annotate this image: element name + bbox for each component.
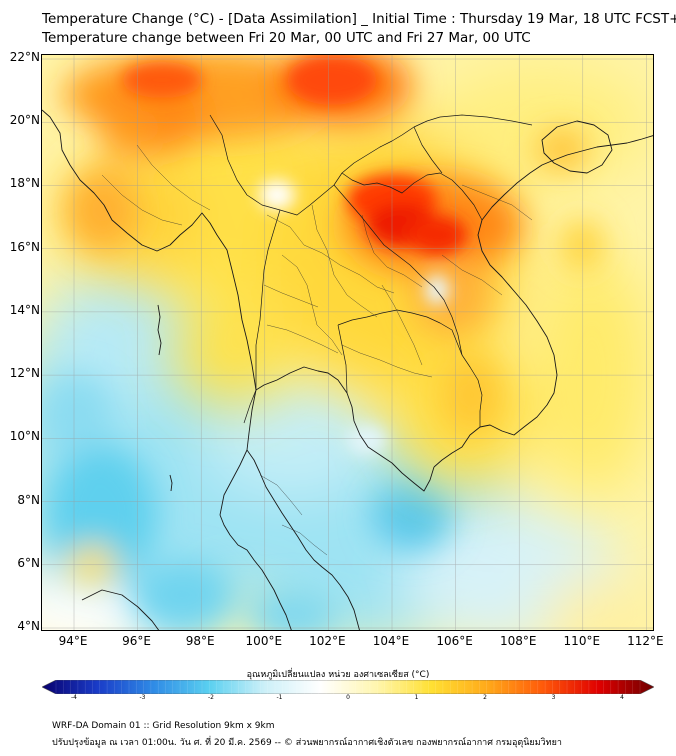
colorbar-tick-label: 4: [620, 694, 624, 701]
lat-label: 14°N: [9, 302, 40, 317]
lat-label: 16°N: [9, 239, 40, 254]
province-lines: [101, 144, 533, 556]
colorbar-tick-label: 2: [483, 694, 487, 701]
colorbar: [42, 680, 654, 694]
temperature-change-map: [41, 54, 654, 631]
lon-label: 96°E: [122, 634, 152, 648]
map-subtitle: Temperature change between Fri 20 Mar, 0…: [42, 30, 531, 46]
lon-label: 112°E: [627, 634, 664, 648]
lon-label: 104°E: [372, 634, 410, 648]
colorbar-fill: [42, 680, 654, 694]
colorbar-tick-label: -3: [139, 694, 146, 701]
lon-label: 106°E: [436, 634, 473, 648]
lon-label: 94°E: [58, 634, 88, 648]
lon-label: 102°E: [309, 634, 346, 648]
lat-label: 12°N: [9, 366, 40, 381]
colorbar-tick-label: -1: [276, 694, 283, 701]
lat-label: 20°N: [9, 113, 40, 128]
colorbar-tick-label: 1: [414, 694, 419, 701]
lat-label: 4°N: [17, 619, 40, 633]
lon-label: 100°E: [245, 634, 283, 648]
lat-label: 8°N: [17, 492, 40, 507]
borders: [209, 114, 533, 427]
graticule: [42, 55, 653, 630]
lat-label: 18°N: [9, 176, 40, 191]
lat-label: 22°N: [9, 50, 40, 64]
colorbar-tick-label: 3: [551, 694, 556, 701]
map-title: Temperature Change (°C) - [Data Assimila…: [42, 11, 676, 27]
colorbar-tick-label: -4: [71, 694, 77, 701]
coastlines: [42, 109, 653, 630]
lon-label: 110°E: [563, 634, 601, 648]
colorbar-title: อุณหภูมิเปลี่ยนแปลง หน่วย องศาเซลเซียส (…: [246, 670, 430, 680]
colorbar-tick-label: -2: [208, 694, 214, 701]
footer-grid-info: WRF-DA Domain 01 :: Grid Resolution 9km …: [52, 721, 275, 731]
footer-update-credit: ปรับปรุงข้อมูล ณ เวลา 01:00น. วัน ศ. ที่…: [52, 738, 562, 748]
lat-label: 10°N: [9, 429, 40, 444]
lon-label: 108°E: [499, 634, 537, 648]
lat-label: 6°N: [17, 555, 40, 570]
colorbar-tick-label: 0: [346, 694, 350, 701]
lon-label: 98°E: [185, 634, 215, 648]
